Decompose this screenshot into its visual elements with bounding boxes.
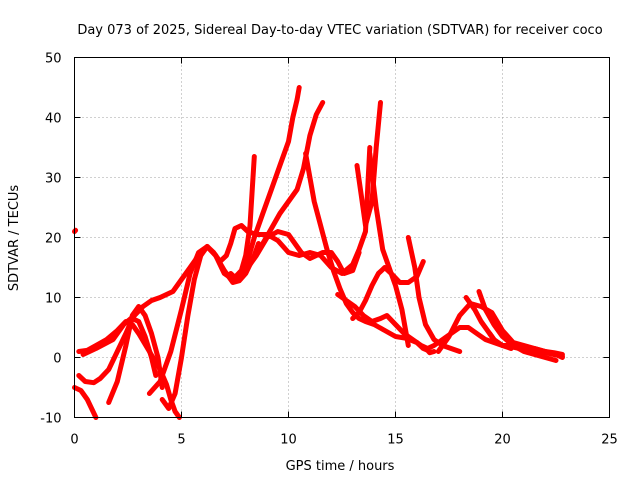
series-sat-f — [106, 304, 165, 405]
series-sat-k — [260, 100, 326, 246]
series-sat-b — [72, 385, 99, 420]
series-sat-m — [354, 100, 383, 228]
series-sat-i — [228, 229, 362, 282]
y-tick-label: 0 — [53, 352, 61, 367]
x-tick-label: 20 — [494, 433, 511, 448]
chart-title: Day 073 of 2025, Sidereal Day-to-day VTE… — [77, 23, 602, 38]
y-tick-label: 40 — [45, 112, 62, 127]
y-axis-label: SDTVAR / TECUs — [7, 185, 22, 292]
y-tick-label: 30 — [45, 172, 62, 187]
x-tick-label: 5 — [177, 433, 185, 448]
y-tick-label: 50 — [45, 52, 62, 67]
y-tick-label: 10 — [45, 292, 62, 307]
series-sat-u — [487, 331, 565, 359]
x-tick-label: 15 — [387, 433, 404, 448]
series-sat-d — [76, 316, 159, 386]
series-sat-n — [335, 292, 514, 351]
y-tick-label: -10 — [40, 412, 61, 427]
data-series — [72, 85, 565, 420]
series-sat-q — [405, 235, 463, 354]
x-tick-label: 25 — [601, 433, 618, 448]
y-tick-label: 20 — [45, 232, 62, 247]
x-tick-label: 10 — [280, 433, 297, 448]
series-sat-h — [159, 145, 373, 411]
series-sat-p — [350, 265, 411, 348]
series-sat-c — [76, 319, 182, 420]
series-sat-j — [243, 85, 302, 270]
axis-ticks: 0 5 10 15 20 25 -10 0 10 20 30 40 50 — [40, 52, 618, 448]
x-axis-label: GPS time / hours — [286, 459, 395, 474]
x-tick-label: 0 — [70, 433, 78, 448]
